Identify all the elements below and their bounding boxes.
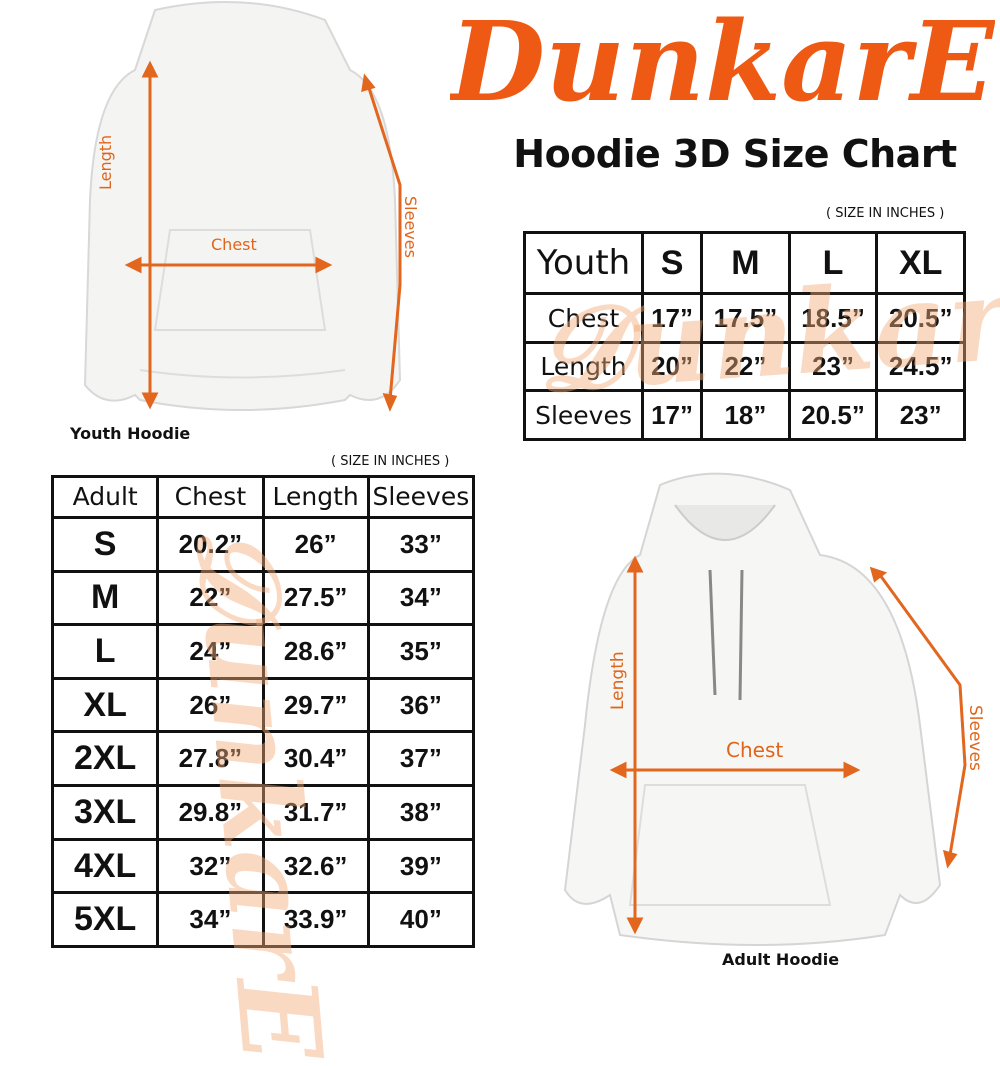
table-cell: 22”	[700, 340, 791, 393]
row-header: XL	[50, 676, 160, 734]
table-cell: 39”	[366, 837, 476, 895]
table-cell: 20.5”	[787, 389, 879, 441]
youth-size-table: Youth S M L XL Chest 17” 17.5” 18.5” 20.5” Length 2…	[523, 230, 966, 441]
table-cell: 24”	[156, 623, 265, 680]
table-cell: 17”	[640, 389, 704, 441]
table-cell: 38”	[366, 784, 476, 841]
adult-chest-label: Chest	[726, 738, 784, 762]
table-row: 4XL 32” 32.6” 39”	[50, 837, 476, 895]
row-header: Sleeves	[523, 389, 644, 441]
table-cell: 33.9”	[261, 891, 370, 948]
youth-sleeves-label: Sleeves	[401, 196, 420, 258]
table-row: 3XL 29.8” 31.7” 38”	[50, 784, 476, 841]
table-cell: 26”	[261, 515, 370, 573]
table-row: L 24” 28.6” 35”	[50, 623, 476, 680]
table-header-row: Adult Chest Length Sleeves	[50, 475, 476, 519]
table-row: Length 20” 22” 23” 24.5”	[523, 340, 966, 393]
youth-length-label: Length	[96, 134, 115, 190]
row-header: M	[50, 569, 160, 627]
table-header-row: Youth S M L XL	[523, 230, 966, 296]
table-cell: 40”	[366, 891, 476, 948]
table-cell: 18.5”	[787, 292, 879, 344]
table-cell: 34”	[366, 569, 476, 627]
column-header: Length	[261, 475, 370, 519]
adult-size-table: Adult Chest Length Sleeves S 20.2” 26” 33” M 22” 2…	[50, 475, 476, 948]
table-row: XL 26” 29.7” 36”	[50, 676, 476, 734]
row-header: 2XL	[50, 730, 160, 788]
table-cell: 28.6”	[261, 623, 370, 680]
table-cell: 27.8”	[156, 730, 265, 788]
adult-unit-note: ( SIZE IN INCHES )	[331, 454, 450, 469]
table-cell: 33”	[366, 515, 476, 573]
table-cell: 17”	[640, 292, 704, 344]
youth-chest-label: Chest	[211, 235, 257, 254]
youth-hoodie-image	[83, 1, 402, 412]
youth-unit-note: ( SIZE IN INCHES )	[826, 206, 945, 221]
page-title: Hoodie 3D Size Chart	[513, 132, 957, 176]
column-header: L	[787, 230, 879, 296]
adult-sleeves-label: Sleeves	[965, 705, 985, 771]
youth-hoodie-caption: Youth Hoodie	[70, 424, 191, 443]
table-cell: 24.5”	[875, 340, 966, 393]
table-row: 5XL 34” 33.9” 40”	[50, 891, 476, 948]
table-cell: 29.7”	[261, 676, 370, 734]
table-cell: 35”	[366, 623, 476, 680]
table-cell: 29.8”	[156, 784, 265, 841]
row-header: Chest	[523, 292, 644, 344]
column-header: Sleeves	[366, 475, 476, 519]
adult-hoodie-caption: Adult Hoodie	[722, 950, 840, 969]
row-header: S	[50, 515, 160, 573]
brand-logo-text: DunkarE	[450, 0, 995, 125]
table-row: 2XL 27.8” 30.4” 37”	[50, 730, 476, 788]
table-row: M 22” 27.5” 34”	[50, 569, 476, 627]
table-cell: 26”	[156, 676, 265, 734]
table-cell: 20.2”	[156, 515, 265, 573]
table-row: S 20.2” 26” 33”	[50, 515, 476, 573]
row-header: 5XL	[50, 891, 160, 948]
table-cell: 31.7”	[261, 784, 370, 841]
column-header: S	[640, 230, 704, 296]
table-cell: 22”	[156, 569, 265, 627]
table-cell: 34”	[156, 891, 265, 948]
adult-length-label: Length	[608, 651, 628, 710]
table-cell: 17.5”	[700, 292, 791, 344]
row-header: 3XL	[50, 784, 160, 841]
row-header: 4XL	[50, 837, 160, 895]
table-cell: 32”	[156, 837, 265, 895]
table-cell: 20.5”	[875, 292, 966, 344]
table-cell: 36”	[366, 676, 476, 734]
column-header: M	[700, 230, 791, 296]
row-header: L	[50, 623, 160, 680]
table-cell: 23”	[787, 340, 879, 393]
row-header: Length	[523, 340, 644, 393]
table-row: Sleeves 17” 18” 20.5” 23”	[523, 389, 966, 441]
brand-logo: DunkarE	[450, 0, 995, 125]
adult-hoodie-image	[563, 472, 967, 946]
column-header: XL	[875, 230, 966, 296]
table-cell: 37”	[366, 730, 476, 788]
column-header: Chest	[156, 475, 265, 519]
table-cell: 20”	[640, 340, 704, 393]
table-cell: 30.4”	[261, 730, 370, 788]
table-cell: 32.6”	[261, 837, 370, 895]
table-row: Chest 17” 17.5” 18.5” 20.5”	[523, 292, 966, 344]
column-header: Youth	[523, 230, 644, 296]
column-header: Adult	[50, 475, 160, 519]
table-cell: 18”	[700, 389, 791, 441]
table-cell: 27.5”	[261, 569, 370, 627]
table-cell: 23”	[875, 389, 966, 441]
